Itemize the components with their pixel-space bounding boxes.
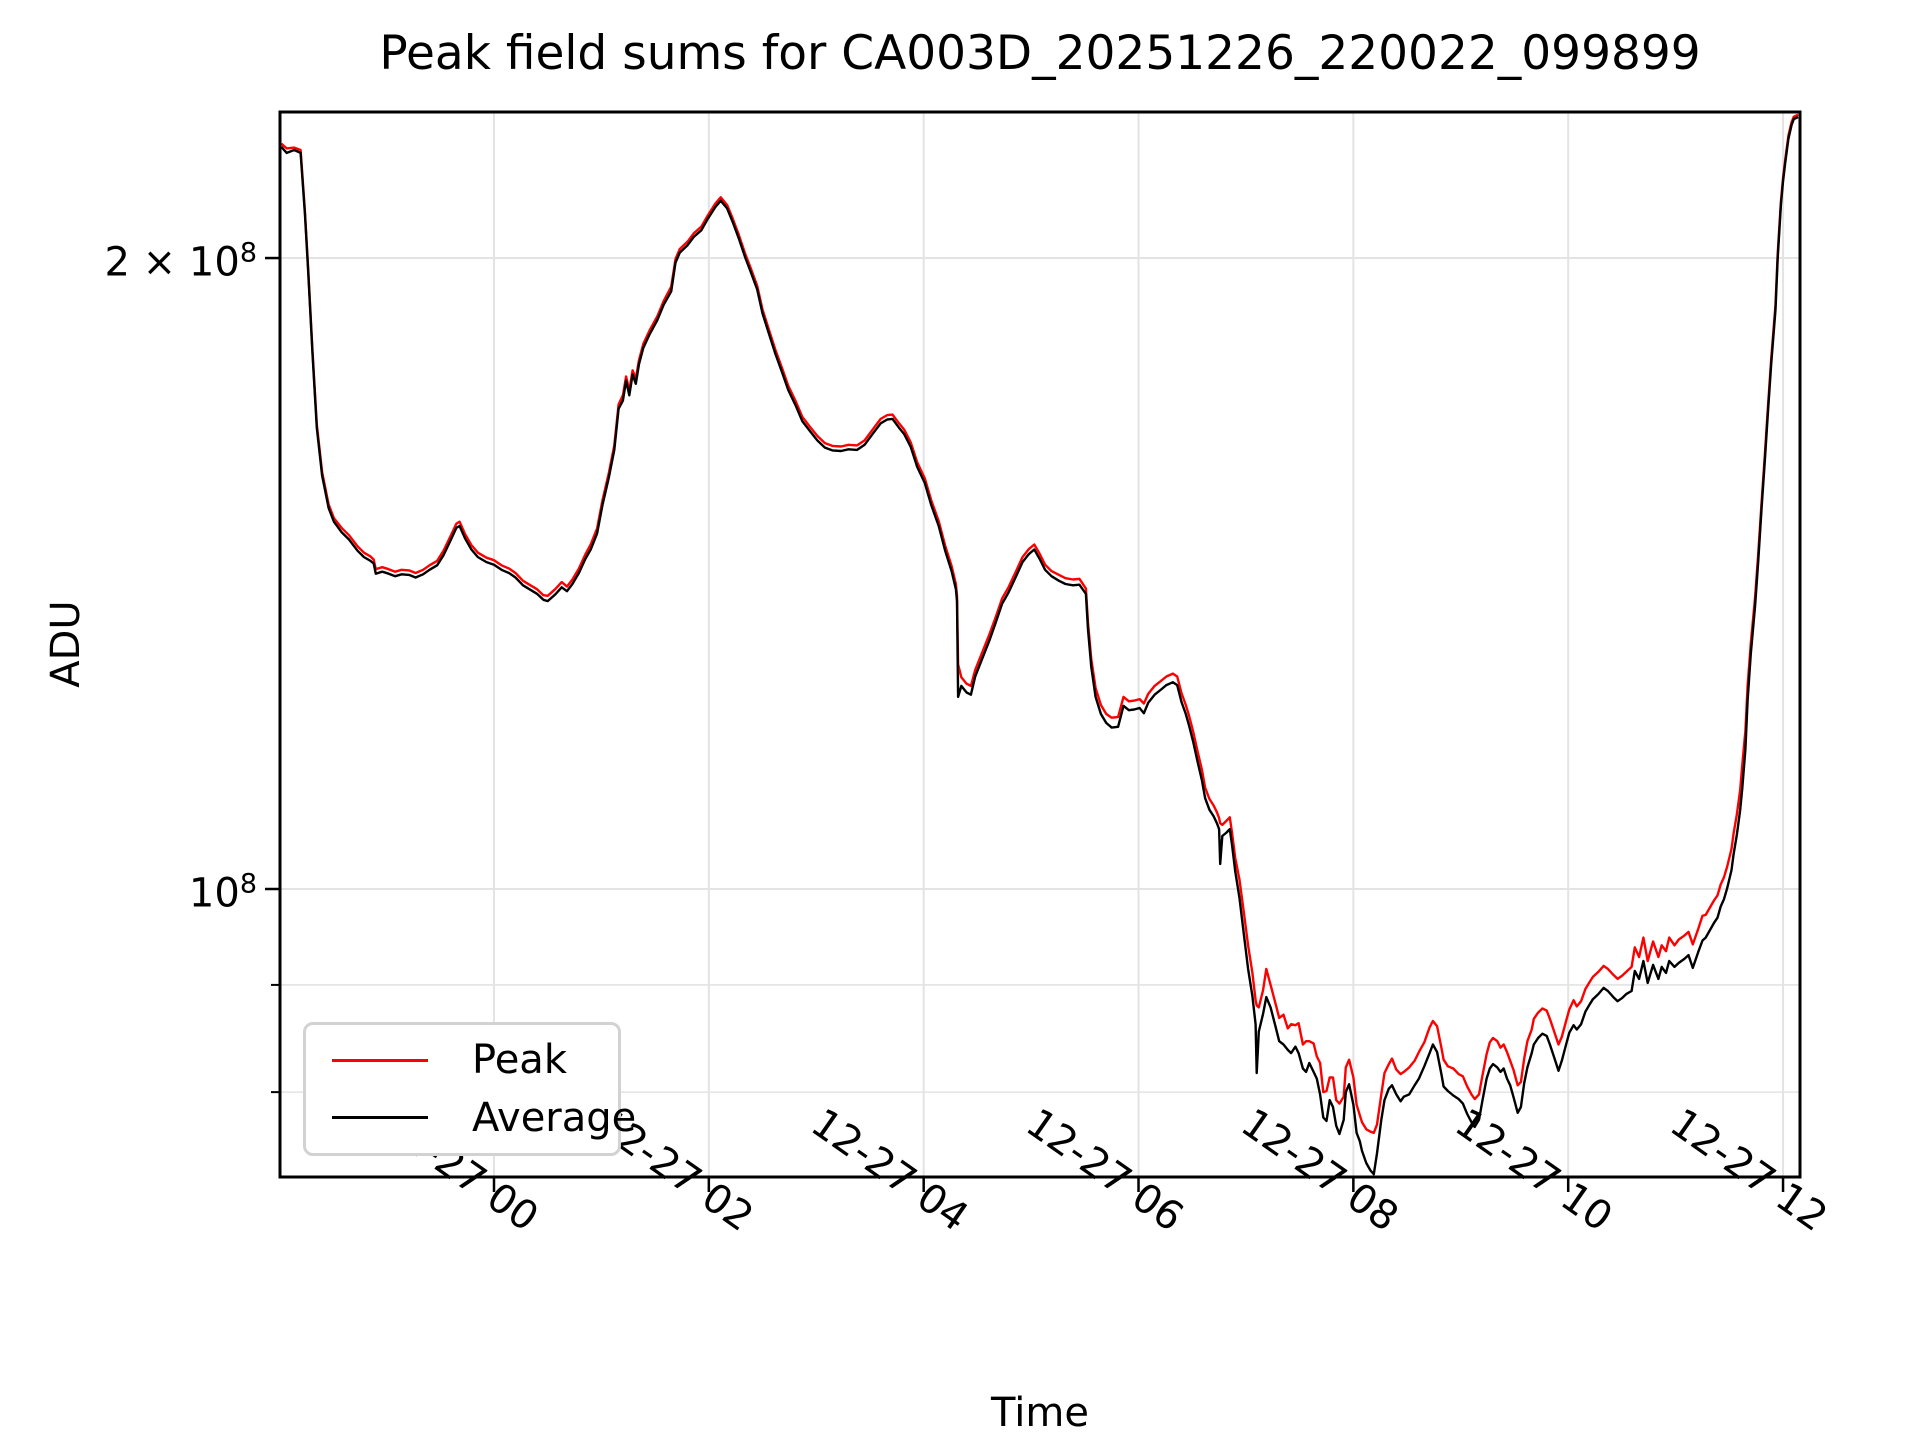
x-axis-label: Time: [991, 1390, 1089, 1436]
legend-label-average: Average: [472, 1094, 637, 1141]
y-tick-base: 10: [188, 870, 240, 917]
average-line-swatch: [332, 1116, 428, 1120]
legend-row-peak: Peak: [332, 1038, 618, 1082]
y-tick-exponent: 8: [239, 237, 258, 269]
y-tick-base: 2 × 10: [104, 239, 240, 286]
axes-border: [278, 110, 1802, 1179]
legend-label-peak: Peak: [472, 1037, 567, 1084]
y-axis-label: ADU: [43, 600, 89, 688]
legend: Peak Average: [303, 1022, 636, 1156]
chart-title: Peak field sums for CA003D_20251226_2200…: [379, 26, 1701, 81]
peak-line: [280, 113, 1799, 1134]
peak-line-swatch: [332, 1058, 428, 1062]
y-tick-label-2e8: 2 × 108: [0, 234, 258, 283]
y-tick-exponent: 8: [239, 868, 258, 900]
y-tick-label-1e8: 108: [0, 865, 258, 914]
legend-row-average: Average: [332, 1096, 636, 1140]
average-line: [280, 116, 1799, 1176]
